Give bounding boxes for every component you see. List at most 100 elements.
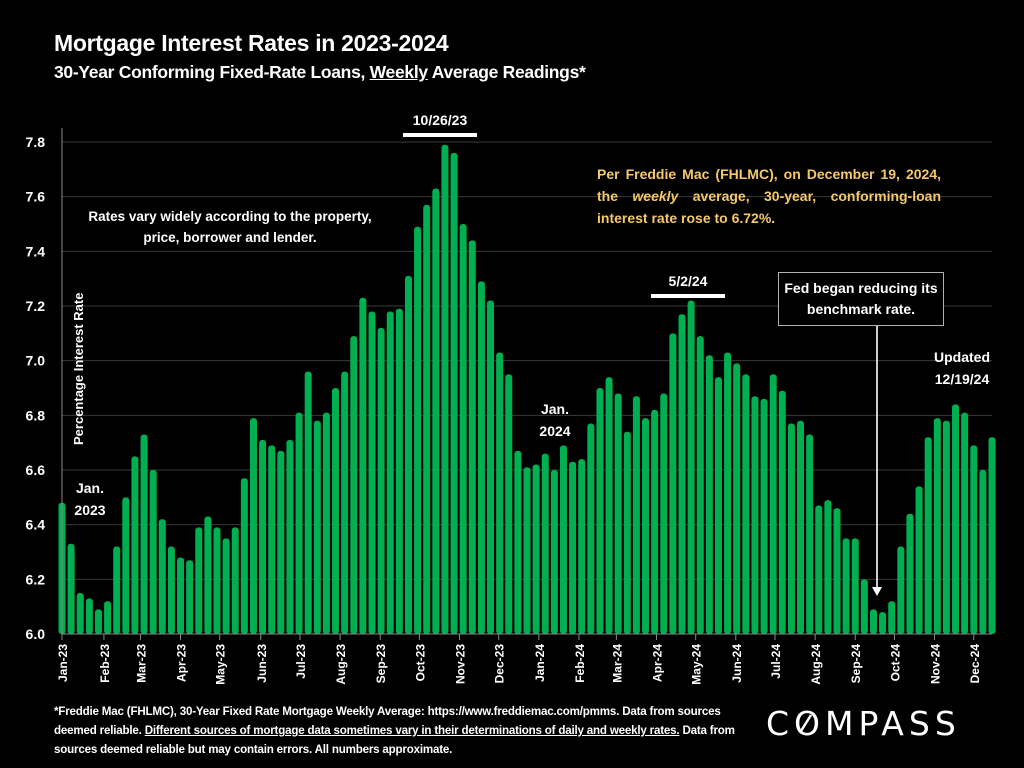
bar	[240, 478, 248, 634]
x-tick-label: Mar-23	[134, 644, 148, 683]
bar	[842, 538, 850, 634]
chart-subtitle: 30-Year Conforming Fixed-Rate Loans, Wee…	[54, 62, 586, 83]
updated-line1: Updated	[934, 349, 990, 365]
bar	[131, 456, 139, 634]
x-tick-label: Oct-23	[413, 644, 427, 682]
bar	[696, 336, 704, 634]
freddie-note-italic: weekly	[632, 188, 679, 204]
bar	[869, 609, 877, 634]
bar	[450, 152, 458, 634]
bar	[942, 420, 950, 634]
logo-c: C	[766, 704, 795, 743]
x-tick-label: Dec-23	[493, 644, 507, 684]
peak-2024-bar-marker	[651, 294, 725, 298]
bar	[459, 224, 467, 634]
x-tick-label: Apr-23	[175, 644, 189, 682]
y-tick-label: 6.6	[26, 462, 46, 478]
bar	[979, 470, 987, 634]
bar	[632, 396, 640, 634]
footnote-source: *Freddie Mac (FHLMC), 30-Year Fixed Rate…	[54, 705, 721, 737]
bar	[350, 336, 358, 634]
footnote-disclaimer: Data from sources deemed reliable but ma…	[54, 724, 735, 756]
x-tick-label: Oct-24	[888, 644, 902, 682]
bar	[760, 398, 768, 634]
bar	[477, 281, 485, 634]
bar	[149, 470, 157, 634]
fed-callout-box: Fed began reducing its benchmark rate.	[778, 272, 944, 326]
bar	[468, 240, 476, 634]
subtitle-underlined: Weekly	[369, 62, 429, 82]
x-tick-label: Apr-24	[650, 644, 664, 682]
rates-vary-note: Rates vary widely according to the prope…	[88, 209, 372, 245]
y-axis-label: Percentage Interest Rate	[71, 293, 86, 445]
jan-2024-label: Jan. 2024	[527, 398, 583, 442]
y-axis-ticks: 6.0 6.2 6.4 6.6 6.8 7.0 7.2 7.4 7.6 7.8	[26, 134, 46, 642]
bar	[924, 437, 932, 634]
peak-2023-label: 10/26/23	[412, 112, 468, 128]
bar	[222, 538, 230, 634]
bar	[897, 546, 905, 634]
x-tick-label: Nov-24	[929, 644, 943, 684]
x-tick-label: Jan-23	[56, 644, 70, 682]
bar	[669, 333, 677, 634]
compass-logo: CO MPASS	[766, 704, 961, 743]
chart-title: Mortgage Interest Rates in 2023-2024	[54, 30, 449, 56]
x-tick-label: May-24	[690, 644, 704, 685]
bar	[177, 557, 185, 634]
x-tick-label: Mar-24	[610, 644, 624, 683]
footnote-disclaimer-underlined: Different sources of mortgage data somet…	[144, 724, 680, 737]
bar	[559, 445, 567, 634]
bar	[733, 363, 741, 634]
jan-2024-line1: Jan.	[540, 401, 569, 417]
bar	[140, 434, 148, 634]
jan-2023-label: Jan. 2023	[62, 477, 118, 521]
bar	[888, 601, 896, 634]
bar	[642, 418, 650, 634]
bar	[787, 423, 795, 634]
subtitle-text-end: Average Readings*	[427, 62, 586, 82]
y-tick-label: 6.8	[26, 407, 46, 423]
x-tick-label: Aug-23	[334, 644, 348, 685]
y-tick-label: 6.4	[26, 517, 46, 533]
freddie-mac-note: Per Freddie Mac (FHLMC), on December 19,…	[597, 163, 941, 229]
jan-2023-line1: Jan.	[75, 480, 104, 496]
bar	[213, 527, 221, 634]
bar	[404, 275, 412, 634]
bar	[304, 371, 312, 634]
bar	[414, 226, 422, 634]
bar	[833, 508, 841, 634]
bar	[961, 412, 969, 634]
jan-2023-line2: 2023	[74, 502, 106, 518]
bar	[259, 439, 267, 634]
bar	[496, 352, 504, 634]
y-tick-label: 6.0	[26, 626, 46, 642]
bar	[395, 308, 403, 634]
bar	[322, 412, 330, 634]
bar	[851, 538, 859, 634]
bar	[587, 423, 595, 634]
x-tick-label: Jan-24	[533, 644, 547, 682]
bar	[186, 560, 194, 634]
bar	[596, 388, 604, 634]
bar	[231, 527, 239, 634]
bar	[286, 439, 294, 634]
peak-2023-bar-marker	[403, 133, 477, 137]
bar	[751, 396, 759, 634]
x-tick-label: Jun-24	[730, 644, 744, 683]
x-tick-label: Nov-23	[454, 644, 468, 684]
bar	[906, 513, 914, 634]
bar	[970, 445, 978, 634]
bar	[614, 393, 622, 634]
bar	[313, 420, 321, 634]
bar	[769, 374, 777, 634]
bar	[104, 601, 112, 634]
peak-2024-label: 5/2/24	[668, 273, 708, 289]
bar	[359, 297, 367, 634]
logo-mpass: MPASS	[825, 704, 961, 743]
bar	[605, 377, 613, 634]
bar	[915, 486, 923, 634]
y-tick-label: 7.2	[26, 298, 46, 314]
bar	[423, 204, 431, 634]
bar	[113, 546, 121, 634]
